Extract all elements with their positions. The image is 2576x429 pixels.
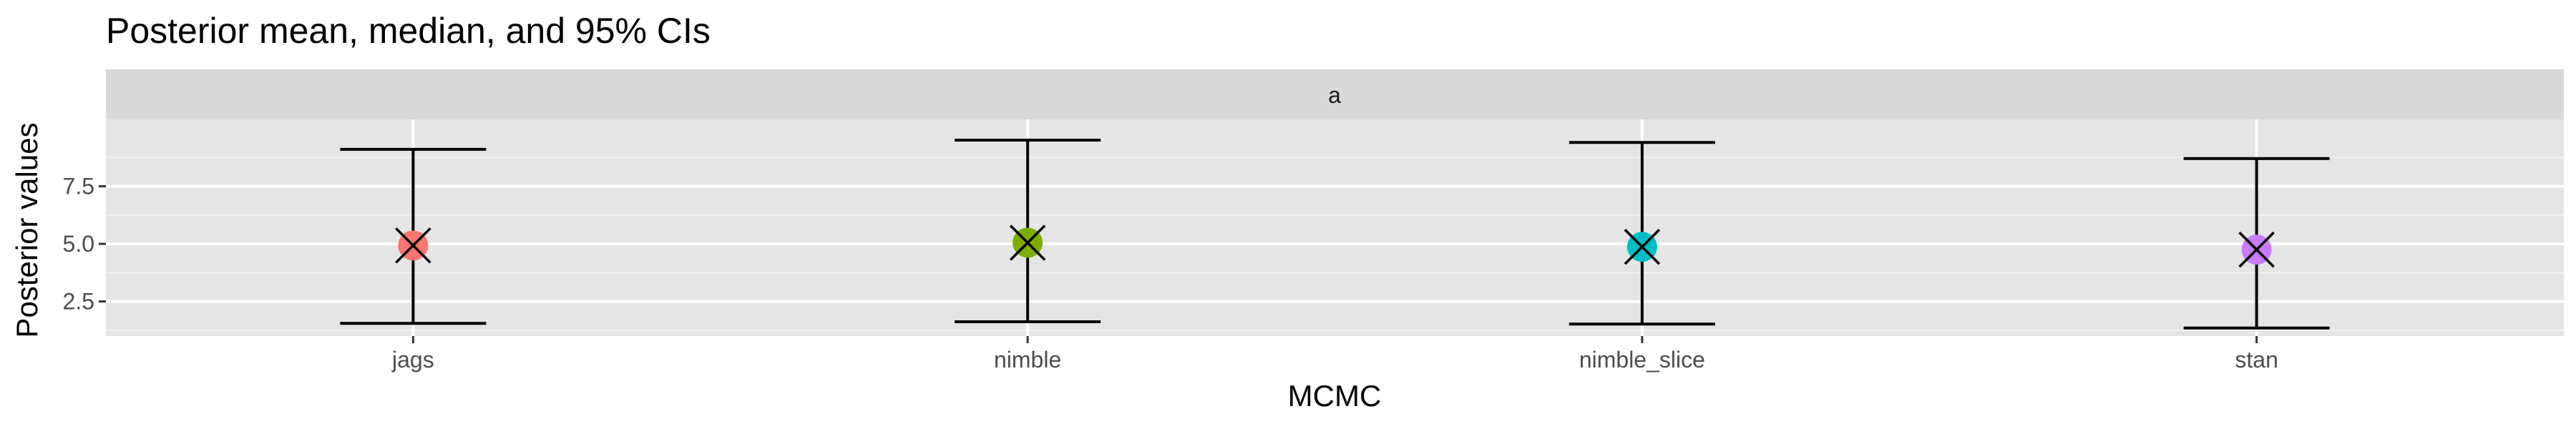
median-cross-stroke [395,227,431,264]
x-tick-label: jags [391,347,434,373]
median-cross-stan [2238,231,2275,268]
facet-strip-label: a [1328,82,1341,108]
x-tick-label: nimble [994,347,1061,373]
y-axis: 2.5 5.0 7.5 [63,173,106,315]
minor-gridlines [106,157,2564,331]
y-tick-label: 2.5 [63,289,94,315]
x-axis-title: MCMC [1288,379,1382,413]
y-tick-label: 5.0 [63,231,94,257]
x-tick-label: nimble_slice [1579,347,1705,373]
median-cross-stroke [1624,229,1661,265]
median-cross-stroke [2238,231,2275,268]
y-tick-label: 7.5 [63,173,94,199]
median-cross-jags [395,227,431,264]
y-axis-title: Posterior values [10,122,44,337]
x-tick-label: stan [2235,347,2278,373]
median-cross-nimble [1009,225,1046,261]
plot-panel [106,119,2564,336]
x-axis: jags nimble nimble_slice stan [391,336,2278,373]
median-cross-nimble_slice [1624,229,1661,265]
median-cross-stroke [1009,225,1046,261]
facet-strip [106,69,2564,119]
chart-title: Posterior mean, median, and 95% CIs [106,11,711,51]
median-markers [395,225,2275,268]
